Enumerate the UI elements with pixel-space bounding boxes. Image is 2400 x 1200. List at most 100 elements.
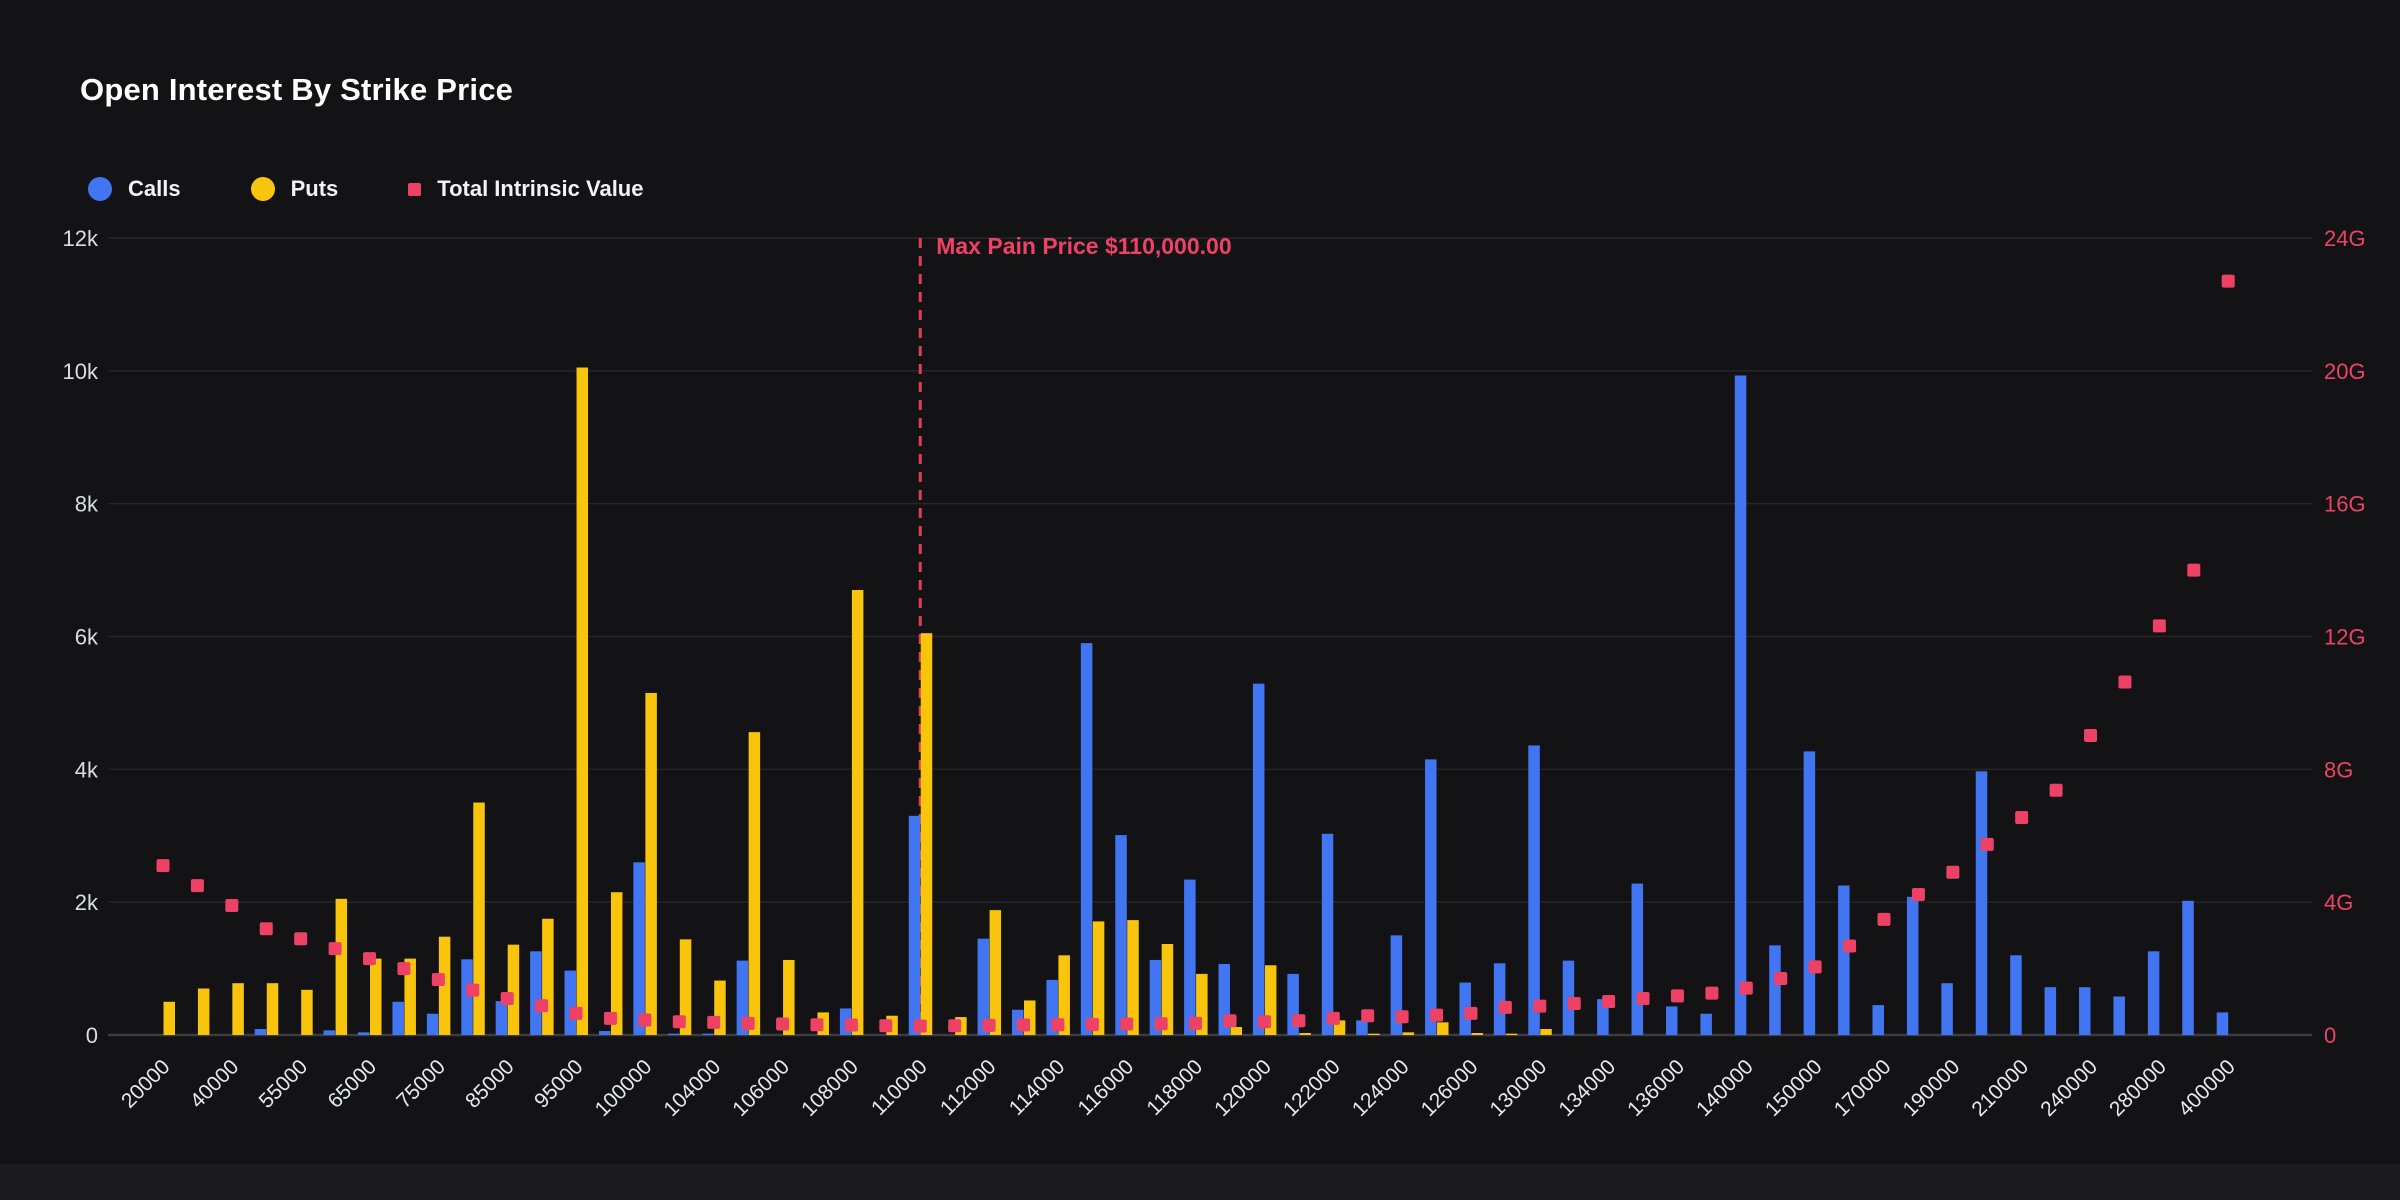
bar-puts-115000[interactable] <box>1092 921 1105 1035</box>
intrinsic-dot-40000[interactable] <box>225 898 239 912</box>
intrinsic-dot-145000[interactable] <box>1774 972 1788 986</box>
intrinsic-dot-30000[interactable] <box>190 879 204 893</box>
bar-puts-110000[interactable] <box>920 633 933 1035</box>
bar-puts-122000[interactable] <box>1333 1020 1346 1035</box>
bar-calls-121000[interactable] <box>1287 973 1299 1035</box>
bar-puts-30000[interactable] <box>197 988 210 1035</box>
bar-calls-138000[interactable] <box>1700 1013 1712 1035</box>
bar-puts-75000[interactable] <box>438 936 451 1035</box>
bar-puts-108000[interactable] <box>851 590 864 1035</box>
intrinsic-dot-260000[interactable] <box>2118 675 2132 689</box>
bar-puts-106000[interactable] <box>783 959 795 1035</box>
bar-puts-121000[interactable] <box>1299 1033 1311 1035</box>
intrinsic-dot-108000[interactable] <box>844 1018 858 1032</box>
bar-calls-114000[interactable] <box>1046 979 1058 1035</box>
bar-puts-125000[interactable] <box>1437 1022 1449 1035</box>
bar-calls-145000[interactable] <box>1769 945 1781 1035</box>
bar-puts-90000[interactable] <box>542 918 554 1035</box>
bar-calls-116000[interactable] <box>1115 835 1127 1035</box>
intrinsic-dot-125000[interactable] <box>1430 1008 1444 1022</box>
bar-puts-98000[interactable] <box>610 892 623 1035</box>
intrinsic-dot-400000[interactable] <box>2221 274 2235 288</box>
intrinsic-dot-210000[interactable] <box>2015 810 2029 824</box>
bar-puts-95000[interactable] <box>576 367 589 1035</box>
intrinsic-dot-200000[interactable] <box>1980 837 1994 851</box>
bar-calls-136000[interactable] <box>1665 1006 1678 1035</box>
bar-calls-280000[interactable] <box>2147 951 2160 1035</box>
intrinsic-dot-120000[interactable] <box>1257 1015 1271 1029</box>
intrinsic-dot-75000[interactable] <box>431 973 445 987</box>
bar-puts-60000[interactable] <box>335 898 348 1035</box>
bar-puts-65000[interactable] <box>370 958 382 1035</box>
intrinsic-dot-180000[interactable] <box>1911 888 1925 902</box>
bar-calls-105000[interactable] <box>736 960 749 1035</box>
bar-calls-210000[interactable] <box>2010 955 2022 1035</box>
intrinsic-dot-135000[interactable] <box>1636 991 1650 1005</box>
intrinsic-dot-109000[interactable] <box>879 1019 893 1033</box>
bar-calls-260000[interactable] <box>2113 996 2125 1035</box>
bar-puts-114000[interactable] <box>1058 955 1070 1035</box>
bar-puts-100000[interactable] <box>645 692 657 1035</box>
bar-calls-102000[interactable] <box>667 1033 680 1035</box>
intrinsic-dot-121000[interactable] <box>1292 1014 1306 1028</box>
legend-item-puts[interactable]: Puts <box>250 176 338 202</box>
bar-puts-50000[interactable] <box>266 983 279 1035</box>
bar-puts-119000[interactable] <box>1230 1027 1243 1035</box>
bar-calls-65000[interactable] <box>358 1032 370 1035</box>
intrinsic-dot-150000[interactable] <box>1808 960 1822 974</box>
bar-calls-122000[interactable] <box>1321 833 1334 1035</box>
bar-calls-400000[interactable] <box>2216 1012 2229 1035</box>
bar-calls-70000[interactable] <box>392 1001 404 1035</box>
bar-puts-130000[interactable] <box>1540 1029 1552 1035</box>
intrinsic-dot-111000[interactable] <box>948 1019 962 1033</box>
bar-calls-170000[interactable] <box>1872 1005 1885 1035</box>
intrinsic-dot-50000[interactable] <box>259 922 273 936</box>
bar-calls-180000[interactable] <box>1906 896 1919 1035</box>
bar-puts-55000[interactable] <box>301 989 313 1035</box>
bar-puts-117000[interactable] <box>1161 944 1174 1035</box>
intrinsic-dot-220000[interactable] <box>2049 783 2063 797</box>
intrinsic-dot-136000[interactable] <box>1670 989 1684 1003</box>
bar-calls-128000[interactable] <box>1493 963 1506 1035</box>
bar-puts-126000[interactable] <box>1471 1033 1483 1035</box>
bar-puts-40000[interactable] <box>232 983 244 1035</box>
bar-calls-125000[interactable] <box>1425 759 1437 1035</box>
intrinsic-dot-55000[interactable] <box>294 932 308 946</box>
intrinsic-dot-190000[interactable] <box>1946 865 1960 879</box>
bar-puts-70000[interactable] <box>404 958 416 1035</box>
bar-calls-115000[interactable] <box>1080 643 1093 1035</box>
intrinsic-dot-138000[interactable] <box>1705 986 1719 1000</box>
intrinsic-dot-116000[interactable] <box>1120 1017 1134 1031</box>
bar-puts-123000[interactable] <box>1368 1033 1380 1035</box>
intrinsic-dot-110000[interactable] <box>913 1019 927 1033</box>
intrinsic-dot-124000[interactable] <box>1395 1010 1409 1024</box>
intrinsic-dot-100000[interactable] <box>638 1013 652 1027</box>
bar-calls-140000[interactable] <box>1734 375 1747 1035</box>
bar-calls-220000[interactable] <box>2044 987 2057 1035</box>
intrinsic-dot-114000[interactable] <box>1051 1018 1065 1032</box>
intrinsic-dot-134000[interactable] <box>1602 994 1616 1008</box>
intrinsic-dot-60000[interactable] <box>328 942 342 956</box>
intrinsic-dot-119000[interactable] <box>1223 1014 1237 1028</box>
bar-puts-120000[interactable] <box>1264 965 1277 1035</box>
intrinsic-dot-107000[interactable] <box>810 1018 824 1032</box>
bar-calls-98000[interactable] <box>598 1031 611 1035</box>
bar-calls-300000[interactable] <box>2182 900 2194 1035</box>
bar-puts-116000[interactable] <box>1127 920 1139 1035</box>
intrinsic-dot-70000[interactable] <box>397 962 411 976</box>
intrinsic-dot-95000[interactable] <box>569 1006 583 1020</box>
bar-calls-112000[interactable] <box>977 938 990 1035</box>
intrinsic-dot-123000[interactable] <box>1361 1009 1375 1023</box>
bar-calls-95000[interactable] <box>564 970 577 1035</box>
bar-puts-118000[interactable] <box>1196 973 1208 1035</box>
intrinsic-dot-117000[interactable] <box>1154 1017 1168 1031</box>
bar-calls-110000[interactable] <box>908 815 921 1035</box>
intrinsic-dot-104000[interactable] <box>707 1015 721 1029</box>
legend-item-intrinsic-value[interactable]: Total Intrinsic Value <box>408 176 643 202</box>
bar-calls-60000[interactable] <box>323 1030 336 1035</box>
intrinsic-dot-112000[interactable] <box>982 1018 996 1032</box>
bar-calls-130000[interactable] <box>1528 745 1540 1035</box>
intrinsic-dot-115000[interactable] <box>1085 1017 1099 1031</box>
bar-puts-105000[interactable] <box>748 732 761 1035</box>
intrinsic-dot-280000[interactable] <box>2152 619 2166 633</box>
